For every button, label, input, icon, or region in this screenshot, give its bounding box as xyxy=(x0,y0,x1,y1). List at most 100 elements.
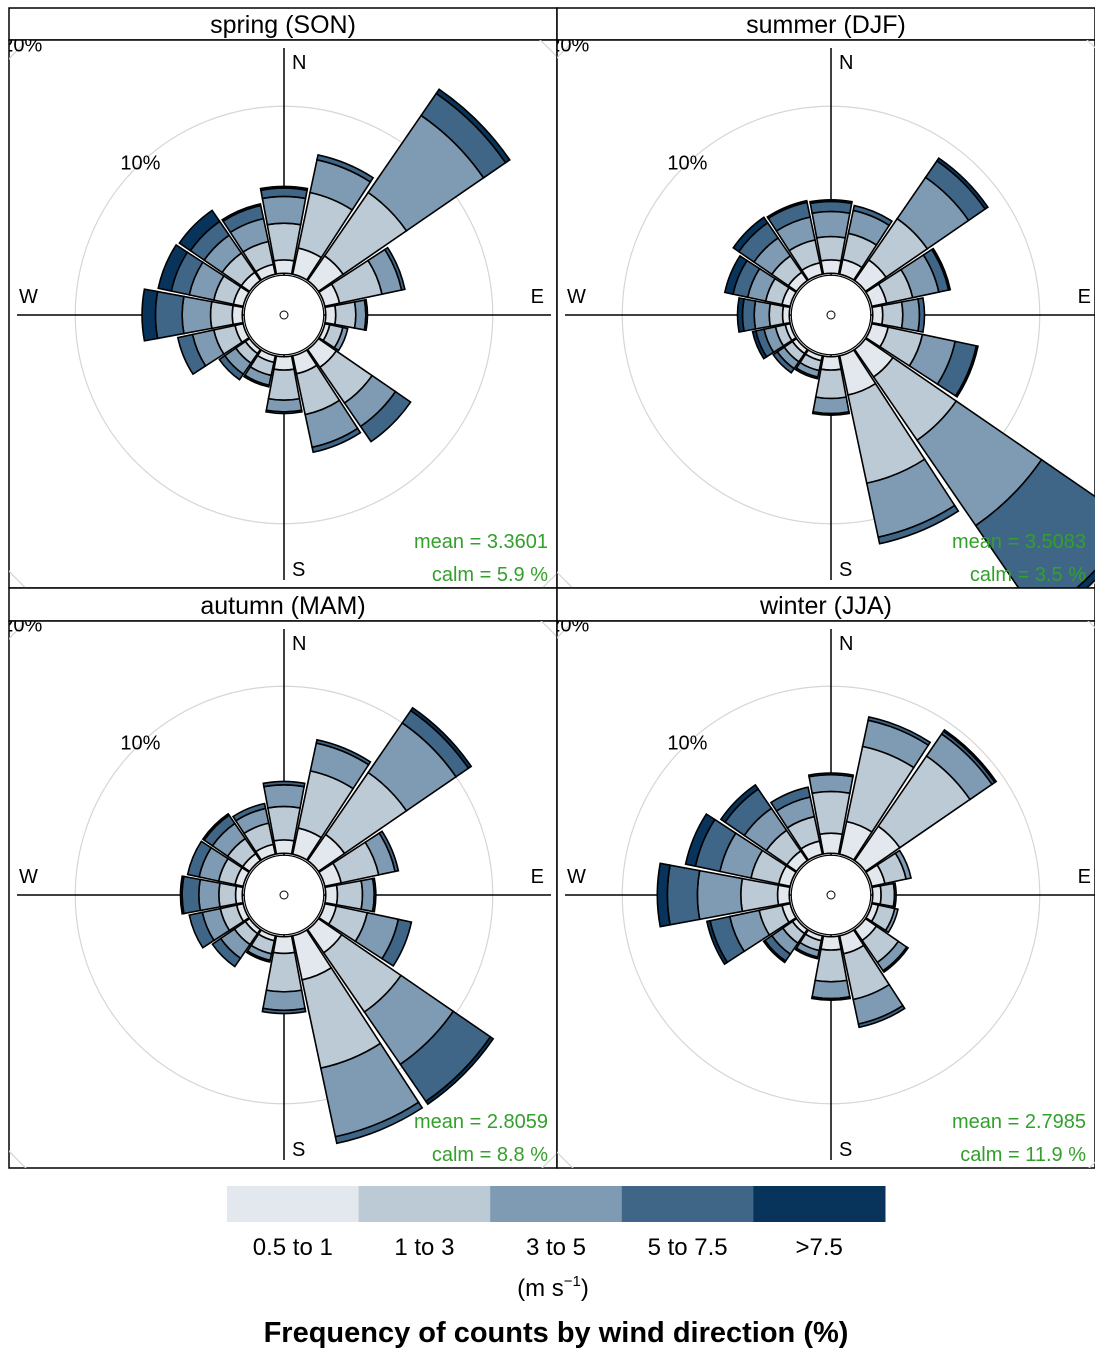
wedge-segment xyxy=(814,948,848,983)
ring-label: 20% xyxy=(2,614,42,636)
wedge-segment xyxy=(359,390,412,443)
wedge-segment xyxy=(794,947,819,960)
wedge-segment xyxy=(815,235,847,262)
wedge-S xyxy=(265,355,303,415)
wedge-segment xyxy=(273,839,295,855)
mean-text: mean = 3.5083 xyxy=(952,531,1086,553)
compass-s: S xyxy=(839,1139,852,1161)
wedge-SW xyxy=(762,917,809,964)
wedge-segment xyxy=(201,812,231,842)
wedge-segment xyxy=(157,243,189,292)
compass-w: W xyxy=(567,286,586,308)
wedge-NW xyxy=(201,812,262,873)
calm-text: calm = 11.9 % xyxy=(960,1144,1086,1166)
wedge-segment xyxy=(719,783,760,824)
wedge-E xyxy=(871,882,897,908)
wedge-segment xyxy=(954,344,979,398)
wedge-ESE xyxy=(317,322,349,352)
wedge-segment xyxy=(656,862,672,928)
wedge-ESE xyxy=(864,902,899,934)
wedge-segment xyxy=(974,458,1095,588)
wedge-segment xyxy=(311,427,362,454)
wedge-segment xyxy=(242,374,271,388)
compass-s: S xyxy=(292,559,305,581)
wedge-SW xyxy=(218,337,262,381)
wedge-NE xyxy=(853,156,990,293)
wedge-segment xyxy=(809,199,853,205)
legend-swatch xyxy=(621,1186,754,1222)
wedge-segment xyxy=(900,297,921,333)
wedge-S xyxy=(261,935,307,1015)
wedge-SSE xyxy=(291,928,424,1145)
wedge-segment xyxy=(766,199,808,220)
wedge-segment xyxy=(880,300,904,330)
wedge-segment xyxy=(333,300,357,330)
ring-label: 10% xyxy=(667,152,707,174)
compass-n: N xyxy=(292,633,306,655)
wedge-segment xyxy=(814,368,848,400)
wedge-NNE xyxy=(838,716,932,862)
wedge-segment xyxy=(852,204,894,227)
wedge-segment xyxy=(942,728,998,784)
wedge-segment xyxy=(272,935,296,955)
wedge-NNW xyxy=(231,802,277,862)
wedge-segment xyxy=(794,367,819,380)
wedge-segment xyxy=(930,247,952,291)
wedge-segment xyxy=(723,254,749,296)
wedge-segment xyxy=(261,195,307,226)
wedge-segment xyxy=(820,355,842,371)
calm-text: calm = 3.5 % xyxy=(970,564,1086,586)
wedge-segment xyxy=(867,716,932,747)
wedge-segment xyxy=(751,330,768,360)
center-dot xyxy=(826,890,836,900)
compass-s: S xyxy=(839,559,852,581)
wedge-segment xyxy=(762,939,787,964)
wedge-segment xyxy=(857,1004,906,1029)
legend-swatch xyxy=(227,1186,360,1222)
center-circle xyxy=(243,274,325,356)
wedge-W xyxy=(736,297,791,333)
wedge-segment xyxy=(820,935,842,951)
wedge-E xyxy=(324,298,369,332)
wedge-segment xyxy=(265,397,303,413)
wedge-segment xyxy=(324,304,337,326)
wedge-SSE xyxy=(291,348,362,454)
wedge-E xyxy=(324,877,377,913)
wedge-segment xyxy=(809,200,853,215)
wedge-W xyxy=(656,862,791,928)
wedge-segment xyxy=(435,88,511,164)
wedge-segment xyxy=(705,919,729,966)
panel-header xyxy=(8,587,558,622)
wedge-NNE xyxy=(838,204,894,282)
compass-e: E xyxy=(1078,866,1091,888)
wedge-segment xyxy=(231,802,267,822)
wedge-segment xyxy=(884,907,899,934)
wedge-segment xyxy=(353,299,367,331)
wedge-segment xyxy=(324,884,339,906)
wedge-SE xyxy=(306,917,495,1106)
wedge-NW xyxy=(732,216,809,293)
wedge-segment xyxy=(266,805,302,842)
center-dot xyxy=(279,310,289,320)
wedge-segment xyxy=(811,790,851,836)
wedge-segment xyxy=(371,877,377,913)
wedge-SSW xyxy=(794,928,824,960)
wedge-NNW xyxy=(769,786,824,862)
chart-title: Frequency of counts by wind direction (%… xyxy=(264,1317,849,1349)
wedge-segment xyxy=(769,786,812,813)
legend-label: 5 to 7.5 xyxy=(648,1234,728,1261)
wedge-segment xyxy=(1075,569,1095,588)
wedge-SW xyxy=(772,337,809,374)
wedge-segment xyxy=(267,368,301,401)
wedge-segment xyxy=(871,884,882,906)
wedge-NNE xyxy=(291,738,372,862)
compass-w: W xyxy=(19,866,38,888)
panel-title: autumn (MAM) xyxy=(200,592,365,620)
calm-text: calm = 5.9 % xyxy=(432,564,548,586)
wedge-N xyxy=(807,772,855,855)
wedge-segment xyxy=(176,333,207,376)
wedge-NE xyxy=(853,728,998,873)
legend-swatch xyxy=(753,1186,886,1222)
wedge-segment xyxy=(363,298,369,332)
